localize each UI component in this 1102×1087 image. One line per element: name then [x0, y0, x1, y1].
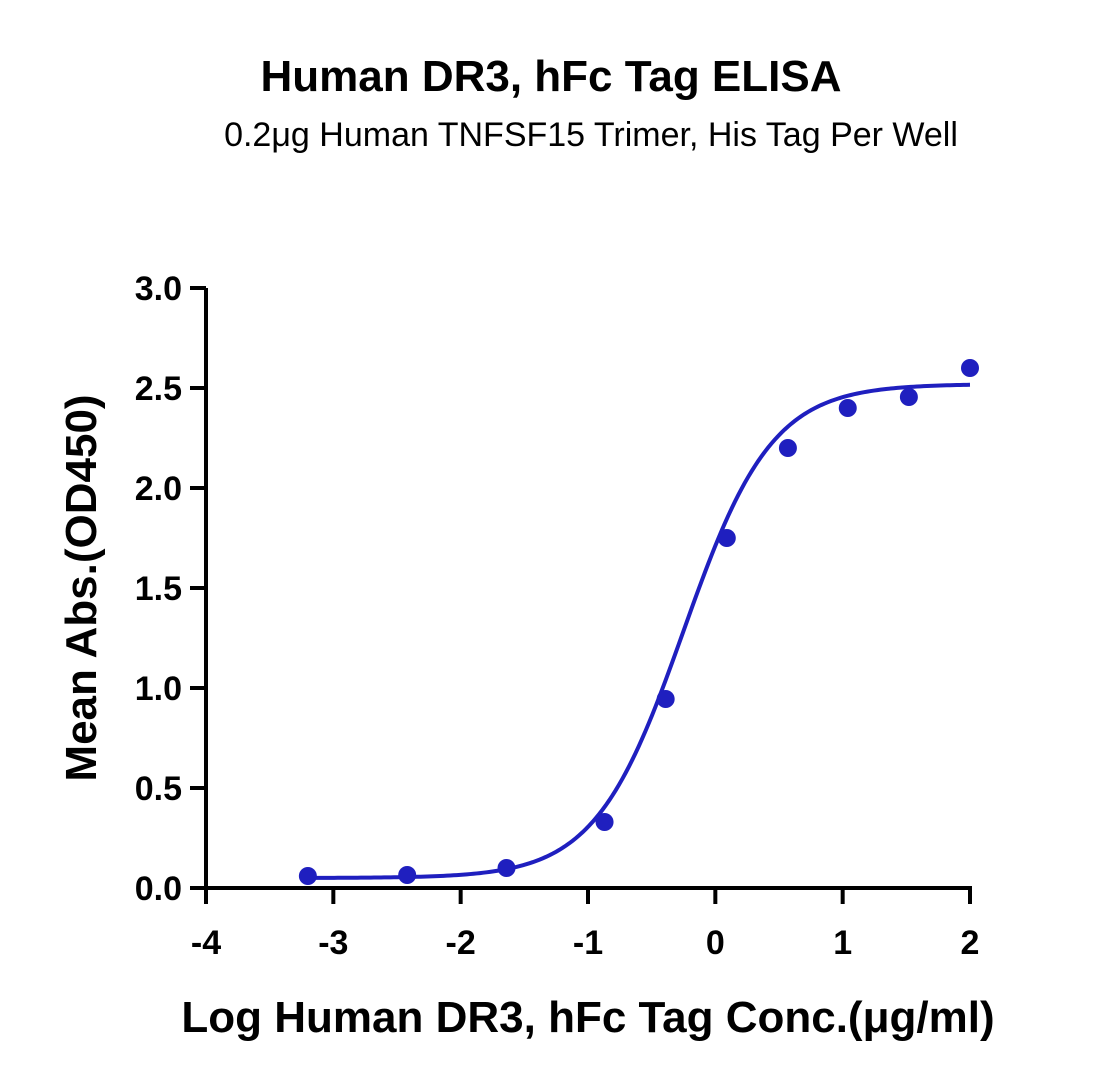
x-tick-label: -3	[318, 924, 348, 962]
y-axis-label: Mean Abs.(OD450)	[57, 394, 106, 781]
data-point	[497, 859, 516, 877]
data-point	[961, 359, 979, 377]
x-tick-label: 0	[706, 924, 725, 962]
chart-subtitle: 0.2μg Human TNFSF15 Trimer, His Tag Per …	[224, 116, 958, 154]
y-tick-label: 0.5	[135, 770, 182, 808]
y-tick-label: 2.5	[135, 370, 182, 408]
x-tick-label: -4	[191, 924, 221, 962]
data-point	[656, 690, 675, 708]
fit-curve	[307, 382, 971, 880]
y-tick-label: 2.0	[135, 470, 182, 508]
axes: 0.0 0.5 1.0 1.5 2.0 2.5 3.0 -4 -3 -2 -1 0 1 2	[135, 270, 980, 962]
data-points-layer	[298, 359, 979, 885]
fit-curve-layer	[307, 382, 971, 880]
y-tick-label: 1.0	[135, 670, 182, 708]
data-point	[899, 388, 918, 406]
data-point	[838, 399, 857, 417]
data-point	[398, 866, 417, 884]
data-point	[595, 813, 614, 831]
x-axis-label: Log Human DR3, hFc Tag Conc.(μg/ml)	[181, 993, 994, 1042]
y-tick-label: 1.5	[135, 570, 182, 608]
chart-title: Human DR3, hFc Tag ELISA	[260, 52, 842, 101]
data-point	[778, 439, 797, 457]
y-tick-label: 3.0	[135, 270, 182, 308]
x-tick-label: 1	[833, 924, 852, 962]
data-point	[717, 529, 736, 547]
x-tick-label: -1	[573, 924, 603, 962]
x-tick-label: 2	[961, 924, 980, 962]
y-tick-label: 0.0	[135, 870, 182, 908]
data-point	[298, 867, 317, 885]
x-tick-label: -2	[446, 924, 476, 962]
